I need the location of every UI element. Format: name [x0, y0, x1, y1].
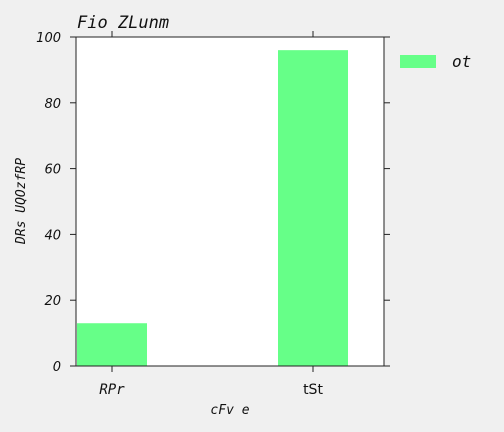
bar	[77, 323, 147, 366]
legend: ot	[400, 52, 471, 71]
x-tick-label: tSt	[303, 382, 323, 398]
y-tick-label: 80	[44, 97, 61, 112]
y-tick-label: 40	[44, 228, 61, 243]
plot-frame	[75, 36, 385, 367]
y-tick-label: 60	[44, 163, 61, 178]
bars-group	[77, 50, 348, 366]
x-axis: RPr tSt	[99, 31, 323, 398]
y-tick-label: 20	[44, 294, 61, 309]
chart-title: Fio ZLunm	[77, 13, 169, 33]
bar	[278, 50, 348, 366]
y-tick-label: 100	[36, 31, 61, 46]
y-axis: 0 20 40 60 80 100	[36, 31, 390, 375]
legend-swatch	[400, 55, 436, 68]
legend-label: ot	[452, 52, 471, 71]
x-axis-label: cFv e	[210, 403, 249, 418]
y-tick-label: 0	[53, 360, 61, 375]
y-axis-label: DRs UQOzfRP	[14, 158, 29, 245]
x-tick-label: RPr	[99, 382, 125, 398]
